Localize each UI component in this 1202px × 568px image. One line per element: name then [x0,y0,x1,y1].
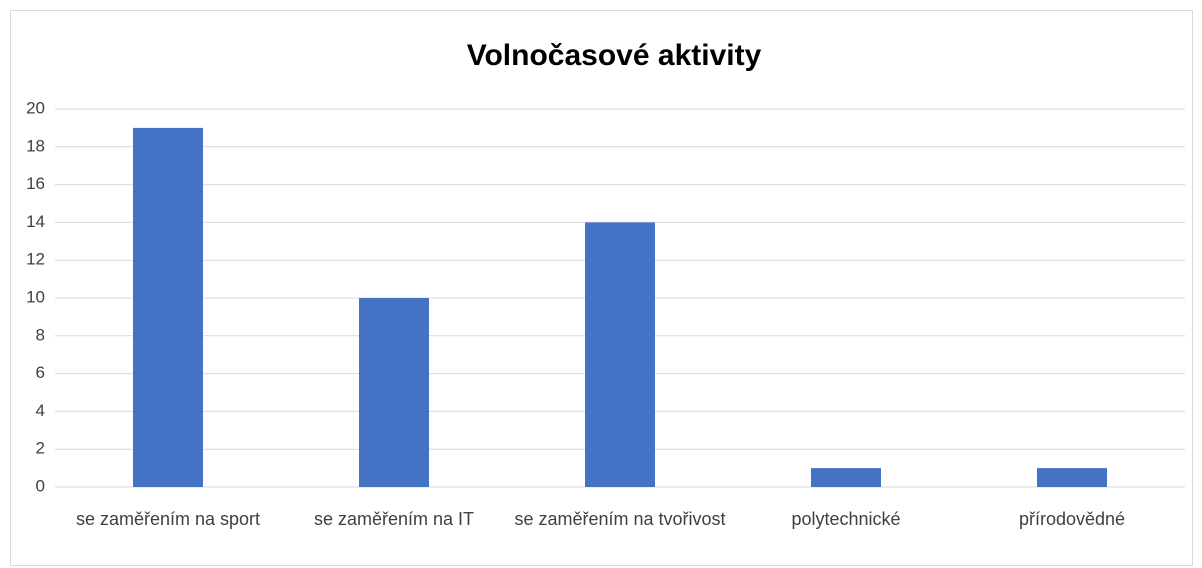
y-tick-label: 4 [36,401,45,420]
x-tick-label: se zaměřením na IT [313,509,475,529]
y-tick-label: 18 [26,136,45,155]
x-tick-label: polytechnické [791,509,901,529]
bar [1037,468,1107,487]
bar [359,298,429,487]
chart-border [10,10,1193,566]
y-tick-label: 0 [36,476,45,495]
y-tick-label: 14 [26,212,45,231]
bar [133,127,203,488]
bar [811,468,881,487]
y-tick-label: 10 [26,287,45,306]
y-tick-label: 6 [36,363,45,382]
y-tick-label: 20 [26,98,45,117]
y-tick-label: 16 [26,174,45,193]
x-tick-label: se zaměřením na sport [75,509,261,529]
y-tick-label: 8 [36,325,45,344]
chart-title: Volnočasové aktivity [467,39,762,72]
bar [585,222,655,487]
x-tick-label: přírodovědné [1018,509,1126,529]
y-tick-label: 12 [26,250,45,269]
y-tick-label: 2 [36,439,45,458]
x-tick-label: se zaměřením na tvořivost [514,509,726,529]
